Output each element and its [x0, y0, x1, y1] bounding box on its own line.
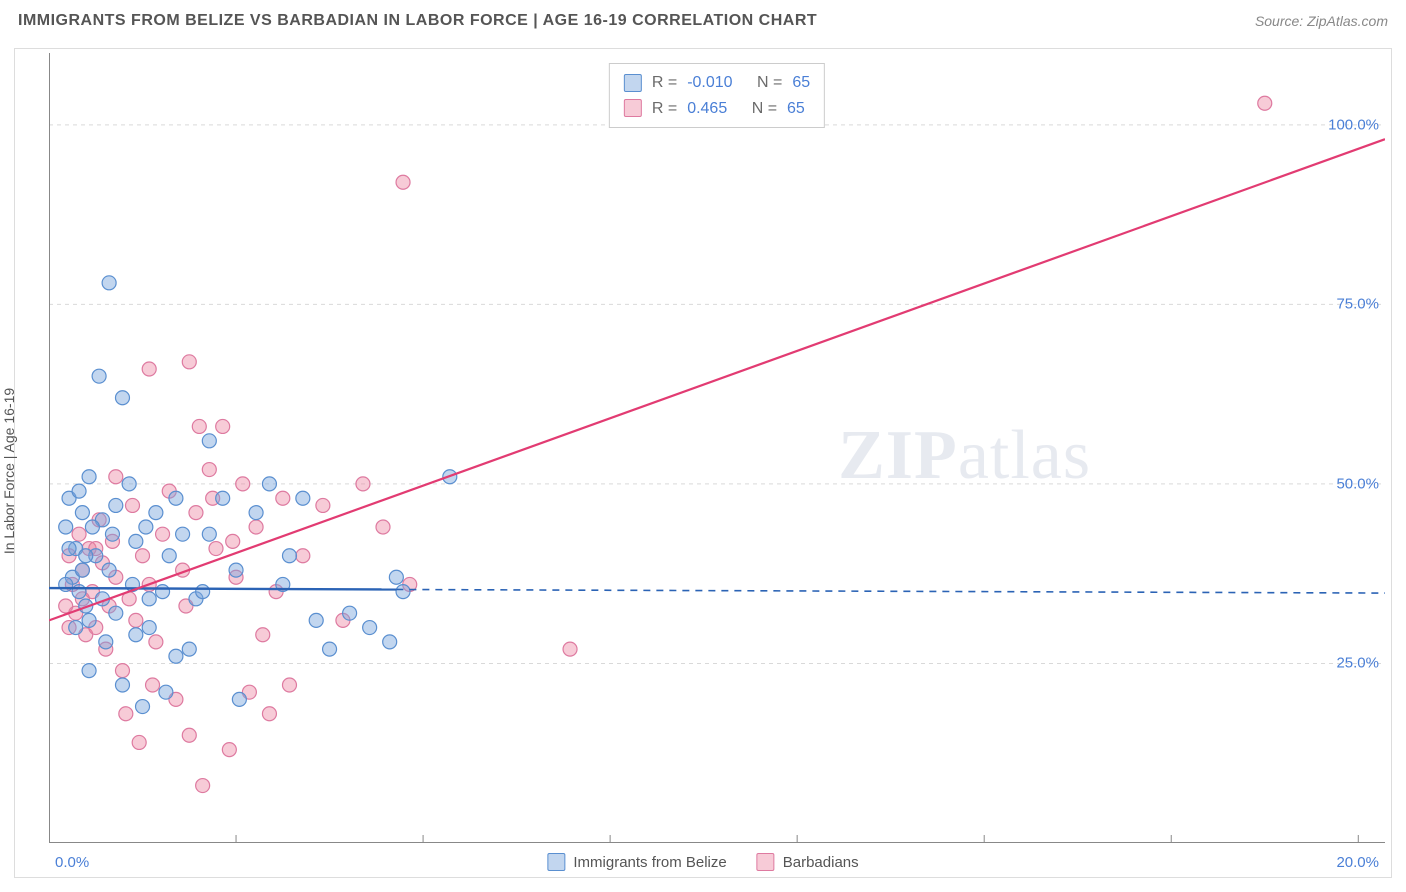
- legend-item-barbadian: Barbadians: [757, 853, 859, 871]
- legend-swatch-belize: [547, 853, 565, 871]
- legend-swatch-barbadian: [757, 853, 775, 871]
- y-tick-label: 100.0%: [1328, 116, 1379, 133]
- chart-title: IMMIGRANTS FROM BELIZE VS BARBADIAN IN L…: [18, 12, 817, 30]
- chart-container: In Labor Force | Age 16-19 ZIPatlas R = …: [14, 48, 1392, 878]
- legend-label-barbadian: Barbadians: [783, 854, 859, 871]
- y-tick-label: 50.0%: [1336, 475, 1379, 492]
- legend-swatch-belize: [624, 74, 642, 92]
- x-tick-label-max: 20.0%: [1336, 854, 1379, 871]
- y-tick-label: 25.0%: [1336, 655, 1379, 672]
- legend-swatch-barbadian: [624, 99, 642, 117]
- series-legend: Immigrants from Belize Barbadians: [547, 853, 858, 871]
- legend-row-belize: R = -0.010 N = 65: [624, 70, 810, 96]
- legend-label-belize: Immigrants from Belize: [573, 854, 726, 871]
- n-label: N =: [757, 70, 782, 96]
- scatter-plot-svg: [49, 53, 1385, 843]
- r-value-barbadian: 0.465: [687, 96, 727, 122]
- legend-row-barbadian: R = 0.465 N = 65: [624, 96, 810, 122]
- n-value-barbadian: 65: [787, 96, 805, 122]
- x-tick-label-min: 0.0%: [55, 854, 89, 871]
- y-tick-label: 75.0%: [1336, 296, 1379, 313]
- r-label: R =: [652, 70, 677, 96]
- n-label: N =: [752, 96, 777, 122]
- n-value-belize: 65: [792, 70, 810, 96]
- y-axis-label: In Labor Force | Age 16-19: [1, 388, 17, 554]
- r-label: R =: [652, 96, 677, 122]
- source-prefix: Source:: [1255, 13, 1307, 29]
- source-name: ZipAtlas.com: [1307, 13, 1388, 29]
- legend-item-belize: Immigrants from Belize: [547, 853, 726, 871]
- source-attribution: Source: ZipAtlas.com: [1255, 13, 1388, 29]
- plot-area: ZIPatlas R = -0.010 N = 65 R = 0.465 N =…: [49, 53, 1385, 843]
- r-value-belize: -0.010: [687, 70, 732, 96]
- correlation-legend: R = -0.010 N = 65 R = 0.465 N = 65: [609, 63, 825, 128]
